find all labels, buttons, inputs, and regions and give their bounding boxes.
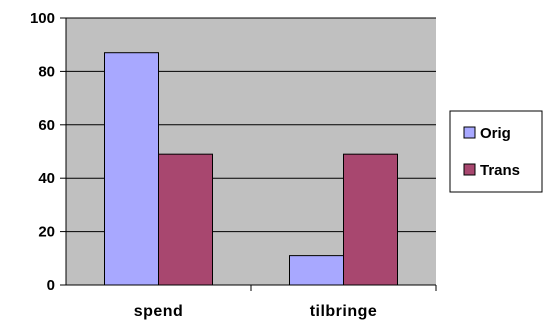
legend-swatch-trans [463,163,476,176]
legend-label-trans: Trans [480,162,520,179]
y-tick-label: 0 [47,277,55,294]
bar-trans-tilbringe [343,153,398,286]
legend-label-orig: Orig [480,125,511,142]
y-axis-ticks: 0 20 40 60 80 100 [30,10,66,294]
legend-box [449,110,543,193]
y-tick-label: 60 [38,117,55,134]
x-axis-categories: spend tilbringe [134,285,437,320]
y-tick-label: 80 [38,63,55,80]
bar-orig-spend [104,52,159,286]
bar-trans-spend [158,153,213,286]
x-category-label: spend [134,303,184,320]
bar-orig-tilbringe [289,255,344,286]
x-category-label: tilbringe [310,303,378,320]
bars [104,52,398,286]
legend: Orig Trans [449,110,543,193]
y-tick-label: 100 [30,10,55,27]
y-tick-label: 40 [38,170,55,187]
legend-swatch-orig [463,126,476,139]
y-tick-label: 20 [38,224,55,241]
